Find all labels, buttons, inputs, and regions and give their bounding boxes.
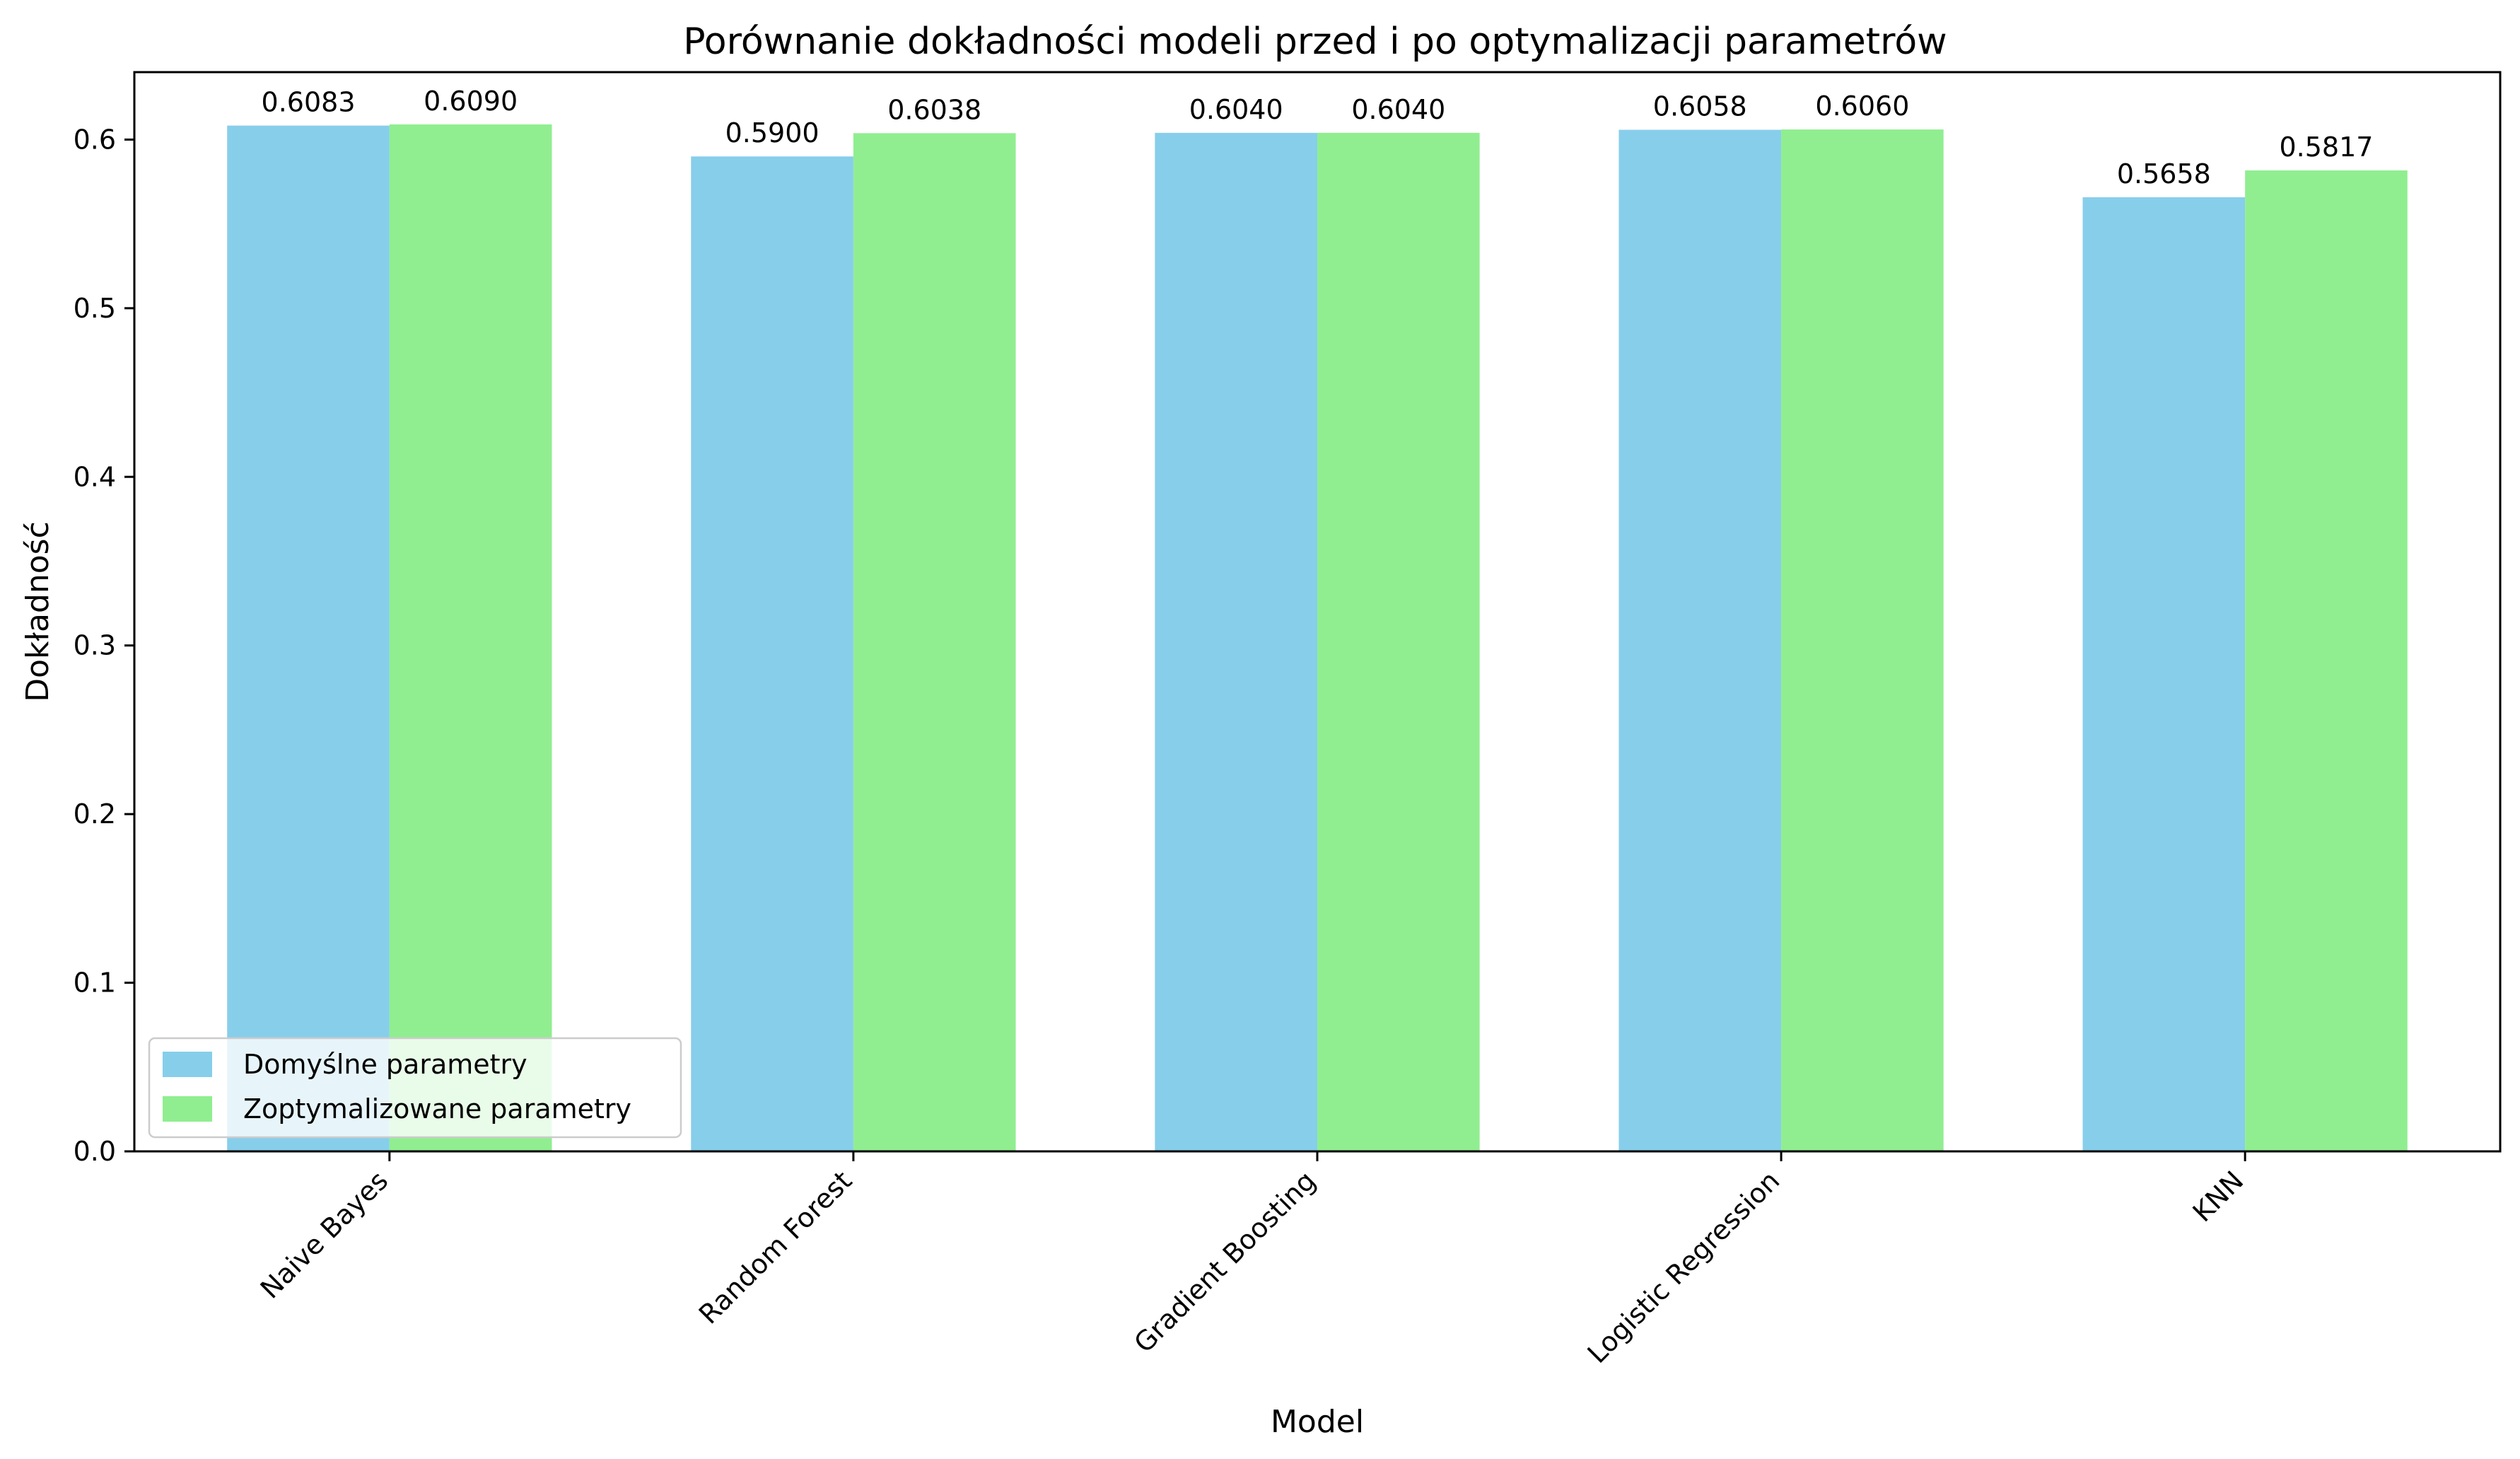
x-axis: Naive Bayes Random Forest Gradient Boostin… (255, 1151, 2250, 1369)
bar-naive-bayes-series-2 (389, 124, 552, 1151)
bar-random-forest-series-2 (853, 133, 1016, 1152)
value-label-logistic-regression-series-1: 0.6058 (1653, 91, 1747, 122)
bar-random-forest-series-1 (691, 156, 853, 1151)
legend-label-default-params: Domyślne parametry (243, 1049, 527, 1080)
bars-group (227, 124, 2408, 1152)
y-tick-label: 0.4 (74, 461, 116, 492)
y-tick-label: 0.2 (74, 798, 116, 830)
legend-swatch-optimized-params (163, 1096, 212, 1122)
y-tick-label: 0.0 (74, 1136, 116, 1167)
value-label-knn-series-1: 0.5658 (2117, 158, 2211, 190)
legend-label-optimized-params: Zoptymalizowane parametry (243, 1093, 631, 1124)
legend-swatch-default-params (163, 1052, 212, 1077)
bar-gradient-boosting-series-1 (1155, 132, 1317, 1151)
y-tick-label: 0.3 (74, 630, 116, 661)
legend: Domyślne parametry Zoptymalizowane param… (148, 1037, 682, 1139)
x-tick-label-naive-bayes: Naive Bayes (255, 1165, 394, 1304)
value-label-naive-bayes-series-1: 0.6083 (262, 87, 356, 118)
x-axis-label: Model (1271, 1404, 1364, 1440)
y-tick-label: 0.5 (74, 293, 116, 324)
x-tick-label-gradient-boosting: Gradient Boosting (1128, 1165, 1322, 1359)
bar-logistic-regression-series-1 (1618, 129, 1782, 1151)
bar-gradient-boosting-series-2 (1317, 132, 1480, 1151)
bar-knn-series-1 (2082, 197, 2246, 1151)
x-tick-label-knn: KNN (2187, 1165, 2250, 1228)
y-tick-label: 0.1 (74, 967, 116, 999)
value-label-gradient-boosting-series-1: 0.6040 (1189, 94, 1283, 125)
x-tick-label-logistic-regression: Logistic Regression (1582, 1165, 1786, 1369)
chart-title: Porównanie dokładności modeli przed i po… (683, 21, 1947, 63)
value-label-knn-series-2: 0.5817 (2279, 132, 2373, 163)
y-tick-label: 0.6 (74, 124, 116, 155)
value-label-naive-bayes-series-2: 0.6090 (424, 86, 518, 117)
y-axis-label: Dokładność (20, 521, 56, 702)
bar-knn-series-2 (2245, 170, 2408, 1152)
bar-logistic-regression-series-2 (1781, 129, 1944, 1152)
legend-frame (148, 1037, 682, 1139)
value-label-random-forest-series-1: 0.5900 (725, 117, 819, 149)
y-axis: 0.0 0.1 0.2 0.3 0.4 0.5 0.6 (74, 124, 134, 1167)
value-label-gradient-boosting-series-2: 0.6040 (1351, 94, 1445, 125)
value-label-logistic-regression-series-2: 0.6060 (1815, 91, 1909, 122)
value-label-random-forest-series-2: 0.6038 (887, 94, 981, 125)
x-tick-label-random-forest: Random Forest (693, 1165, 858, 1330)
bar-naive-bayes-series-1 (227, 125, 390, 1151)
value-labels-group: 0.6083 0.6090 0.5900 0.6038 0.6040 0.6040 0.60… (262, 86, 2374, 190)
